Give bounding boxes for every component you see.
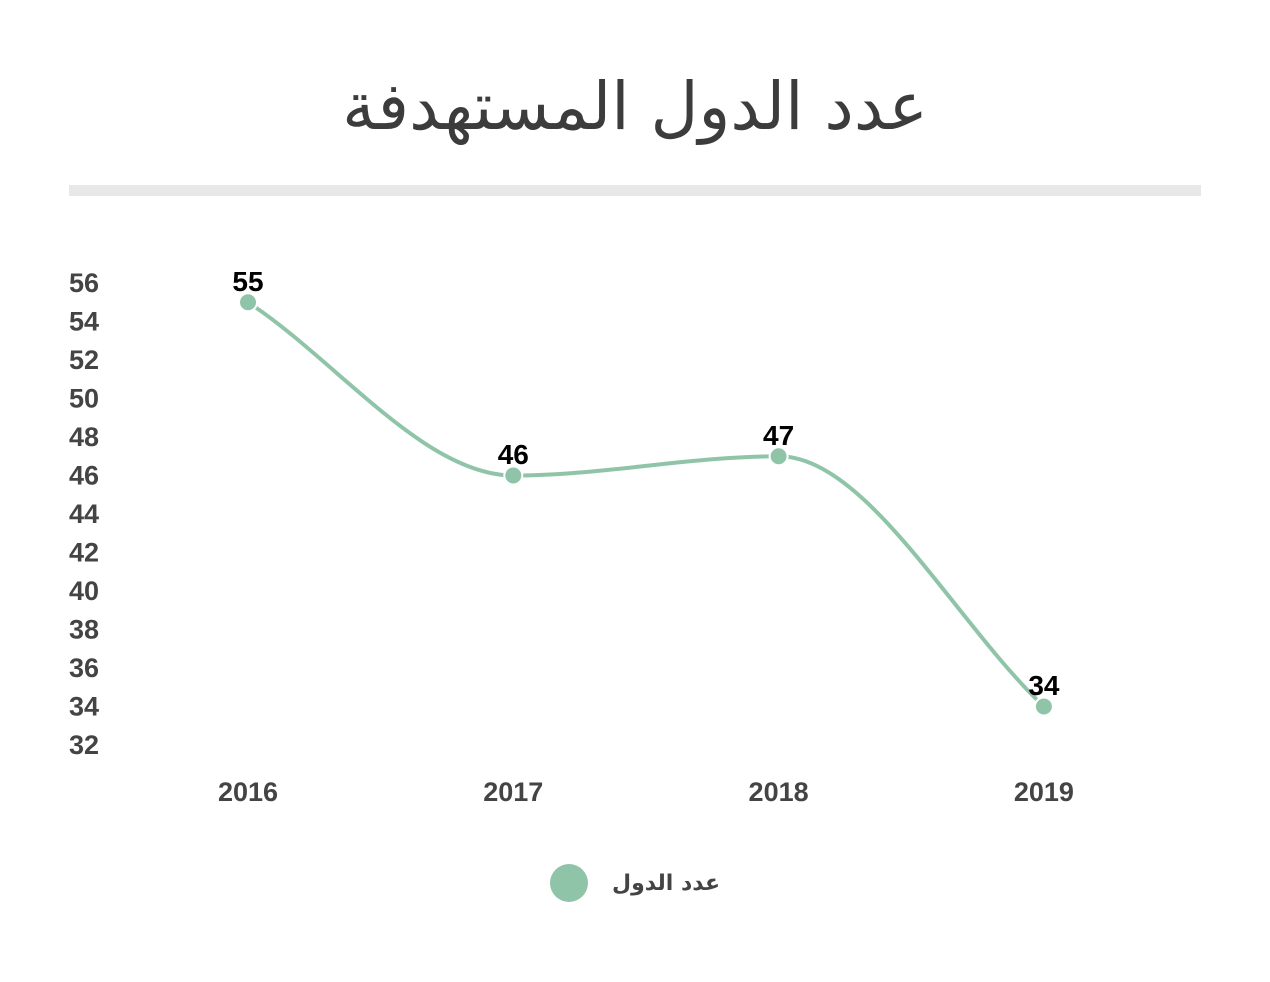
y-axis-ticks: 32 34 36 38 40 42 44 46 48 50 52 54 56 bbox=[69, 268, 99, 760]
y-tick-label: 42 bbox=[69, 538, 99, 568]
y-tick-label: 44 bbox=[69, 499, 99, 529]
title-divider bbox=[69, 185, 1201, 196]
y-tick-label: 54 bbox=[69, 307, 99, 337]
x-tick-label: 2016 bbox=[218, 777, 278, 807]
data-points bbox=[238, 292, 1054, 717]
x-tick-label: 2019 bbox=[1014, 777, 1074, 807]
y-tick-label: 56 bbox=[69, 268, 99, 298]
y-tick-label: 32 bbox=[69, 730, 99, 760]
y-tick-label: 34 bbox=[69, 692, 99, 722]
legend: عدد الدول bbox=[0, 864, 1270, 902]
data-point bbox=[1033, 696, 1054, 717]
data-labels: 55 46 47 34 bbox=[232, 266, 1059, 701]
y-tick-label: 52 bbox=[69, 345, 99, 375]
data-label: 47 bbox=[763, 420, 794, 451]
data-label: 34 bbox=[1028, 670, 1060, 701]
data-label: 46 bbox=[498, 439, 529, 470]
x-axis-ticks: 2016 2017 2018 2019 bbox=[218, 777, 1074, 807]
data-label: 55 bbox=[232, 266, 263, 297]
series-line bbox=[246, 300, 1046, 708]
y-tick-label: 50 bbox=[69, 384, 99, 414]
data-point bbox=[768, 446, 789, 467]
y-tick-label: 40 bbox=[69, 576, 99, 606]
legend-marker bbox=[550, 864, 589, 902]
legend-label: عدد الدول bbox=[612, 870, 720, 896]
data-point bbox=[503, 465, 524, 486]
data-point bbox=[238, 292, 258, 313]
x-tick-label: 2018 bbox=[749, 777, 809, 807]
x-tick-label: 2017 bbox=[483, 777, 543, 807]
chart-title: عدد الدول المستهدفة bbox=[342, 68, 928, 145]
y-tick-label: 48 bbox=[69, 422, 99, 452]
y-tick-label: 36 bbox=[69, 653, 99, 683]
y-tick-label: 38 bbox=[69, 615, 99, 645]
y-tick-label: 46 bbox=[69, 461, 99, 491]
